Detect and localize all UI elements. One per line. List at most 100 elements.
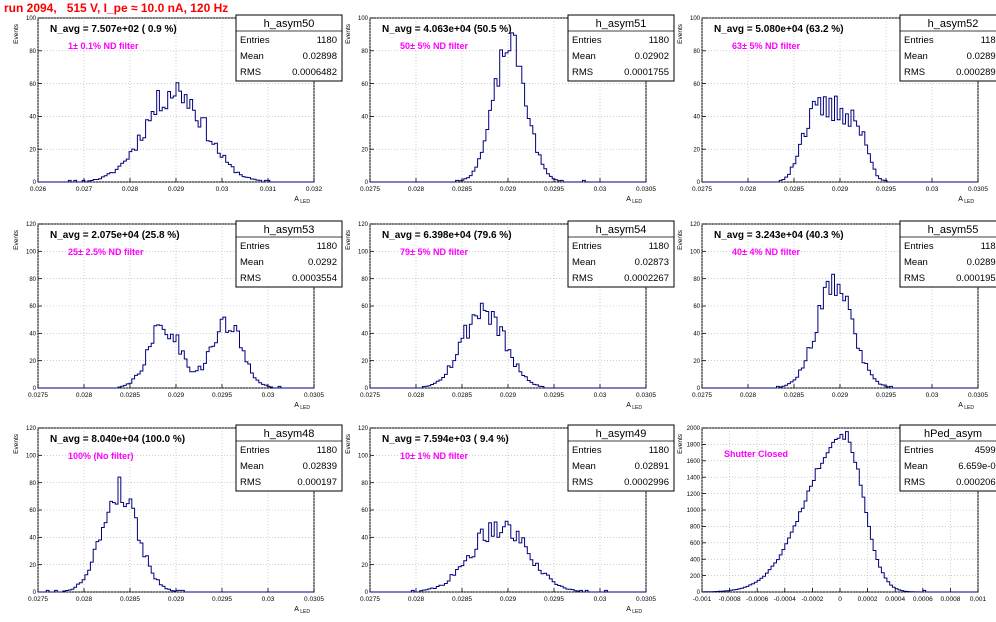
y-tick-label: 60 <box>361 82 368 88</box>
stats-value: 1180 <box>981 241 996 252</box>
y-tick-label: 80 <box>361 49 368 55</box>
y-axis-label: Events <box>677 23 684 44</box>
x-tick-label: -0.0004 <box>774 596 796 603</box>
y-tick-label: 600 <box>690 541 701 547</box>
filter-annotation: 100% (No filter) <box>68 451 134 461</box>
stats-box: h_asym55 Entries 1180 Mean 0.02894 RMS 0.00019… <box>899 220 996 288</box>
stats-box: h_asym48 Entries 1180 Mean 0.02839 RMS 0.00019… <box>235 424 343 492</box>
x-tick-label: 0.0275 <box>360 392 380 399</box>
page-title: run 2094, 515 V, I_pe ≈ 10.0 nA, 120 Hz <box>4 1 229 15</box>
stats-box-frame <box>899 14 996 82</box>
histogram-series <box>38 476 314 593</box>
x-tick-label: 0.029 <box>500 186 517 193</box>
x-tick-label: -0.0006 <box>746 596 768 603</box>
y-tick-label: 20 <box>29 147 36 153</box>
x-tick-label: 0.029 <box>832 392 849 399</box>
stats-box-frame <box>899 424 996 492</box>
stats-box-frame <box>235 220 343 288</box>
chart-panel-h_asym53: 0.0275 0.028 0.0285 0.029 0.0295 0.03 0.0305 0 2… <box>13 220 343 411</box>
x-axis-label-sub: LED <box>299 199 311 205</box>
navg-label: N_avg = 8.040e+04 (100.0 %) <box>50 434 185 445</box>
y-tick-label: 40 <box>29 536 36 542</box>
y-tick-label: 100 <box>358 454 369 460</box>
x-tick-label: 0.0295 <box>876 186 896 193</box>
x-tick-label: 0.028 <box>122 186 139 193</box>
histogram-series <box>370 520 646 593</box>
navg-label: N_avg = 7.507e+02 ( 0.9 %) <box>50 24 177 35</box>
y-tick-label: 0 <box>697 386 701 392</box>
stats-label: Entries <box>572 241 602 252</box>
stats-value: 1180 <box>317 445 337 456</box>
stats-label: Mean <box>572 257 596 268</box>
filter-annotation: 10± 1% ND filter <box>400 451 468 461</box>
x-tick-label: 0.028 <box>408 392 425 399</box>
y-axis-label: Events <box>13 433 20 454</box>
stats-value: 1180 <box>317 35 337 46</box>
filter-annotation: Shutter Closed <box>724 449 788 459</box>
stats-value: 0.02902 <box>635 51 669 62</box>
chart-panel-h_asym48: 0.0275 0.028 0.0285 0.029 0.0295 0.03 0.0305 0 2… <box>13 424 343 615</box>
chart-panel-h_asym51: 0.0275 0.028 0.0285 0.029 0.0295 0.03 0.0305 0 2… <box>345 14 675 205</box>
stats-label: Entries <box>904 35 934 46</box>
navg-label: N_avg = 7.594e+03 ( 9.4 %) <box>382 434 509 445</box>
y-tick-label: 40 <box>361 332 368 338</box>
y-tick-label: 60 <box>693 82 700 88</box>
x-tick-label: -0.001 <box>693 596 712 603</box>
stats-value: 1180 <box>649 241 669 252</box>
stats-value: 0.02839 <box>303 461 337 472</box>
chart-panel-h_asym55: 0.0275 0.028 0.0285 0.029 0.0295 0.03 0.0305 0 2… <box>677 220 996 411</box>
stats-value: 6.659e-06 <box>958 461 996 472</box>
histogram-series <box>702 273 978 389</box>
x-axis-label: A LED <box>958 402 974 411</box>
y-tick-label: 100 <box>358 250 369 256</box>
y-tick-label: 60 <box>29 82 36 88</box>
x-tick-label: 0.0285 <box>120 596 140 603</box>
x-axis-label-sub: LED <box>963 405 975 411</box>
x-tick-label: 0.03 <box>594 186 607 193</box>
x-tick-label: 0.03 <box>926 392 939 399</box>
y-tick-label: 20 <box>361 147 368 153</box>
stats-label: Mean <box>904 51 928 62</box>
y-axis-label: Events <box>677 433 684 454</box>
x-tick-label: 0.0285 <box>120 392 140 399</box>
stats-box: h_asym51 Entries 1180 Mean 0.02902 RMS 0.00017… <box>567 14 675 82</box>
x-axis-label-sub: LED <box>631 609 643 615</box>
x-tick-label: -0.0008 <box>719 596 741 603</box>
stats-label: RMS <box>240 477 261 488</box>
x-tick-label: 0.0295 <box>544 186 564 193</box>
histogram-series <box>702 95 978 183</box>
stats-value: 0.0292 <box>308 257 337 268</box>
chart-panel-hPed_asym: -0.001 -0.0008 -0.0006 -0.0004 -0.0002 0 0.000… <box>677 424 996 603</box>
histogram-series <box>370 302 646 389</box>
y-tick-label: 100 <box>26 454 37 460</box>
stats-label: Mean <box>904 257 928 268</box>
histogram-series <box>38 82 314 183</box>
stats-label: Entries <box>240 445 270 456</box>
y-tick-label: 40 <box>361 536 368 542</box>
y-tick-label: 100 <box>690 250 701 256</box>
y-axis-label: Events <box>345 433 352 454</box>
y-tick-label: 20 <box>693 359 700 365</box>
stats-label: Entries <box>904 241 934 252</box>
stats-label: Entries <box>904 445 934 456</box>
stats-label: Entries <box>240 35 270 46</box>
x-tick-label: 0.0285 <box>784 186 804 193</box>
stats-box: h_asym54 Entries 1180 Mean 0.02873 RMS 0.00022… <box>567 220 675 288</box>
stats-label: RMS <box>904 273 925 284</box>
y-tick-label: 120 <box>690 222 701 228</box>
y-tick-label: 60 <box>29 304 36 310</box>
x-tick-label: 0.03 <box>262 392 275 399</box>
stats-value: 0.000197 <box>297 477 337 488</box>
y-tick-label: 80 <box>361 277 368 283</box>
y-tick-label: 120 <box>26 222 37 228</box>
x-tick-label: 0.0305 <box>968 186 988 193</box>
stats-label: Mean <box>572 461 596 472</box>
x-tick-label: 0.031 <box>260 186 277 193</box>
x-axis-label: A LED <box>626 402 642 411</box>
x-tick-label: 0.0006 <box>913 596 933 603</box>
x-axis-label-sub: LED <box>299 609 311 615</box>
x-tick-label: 0.0295 <box>876 392 896 399</box>
y-axis-label: Events <box>13 23 20 44</box>
stats-value: 45999 <box>975 445 996 456</box>
x-tick-label: 0.03 <box>926 186 939 193</box>
